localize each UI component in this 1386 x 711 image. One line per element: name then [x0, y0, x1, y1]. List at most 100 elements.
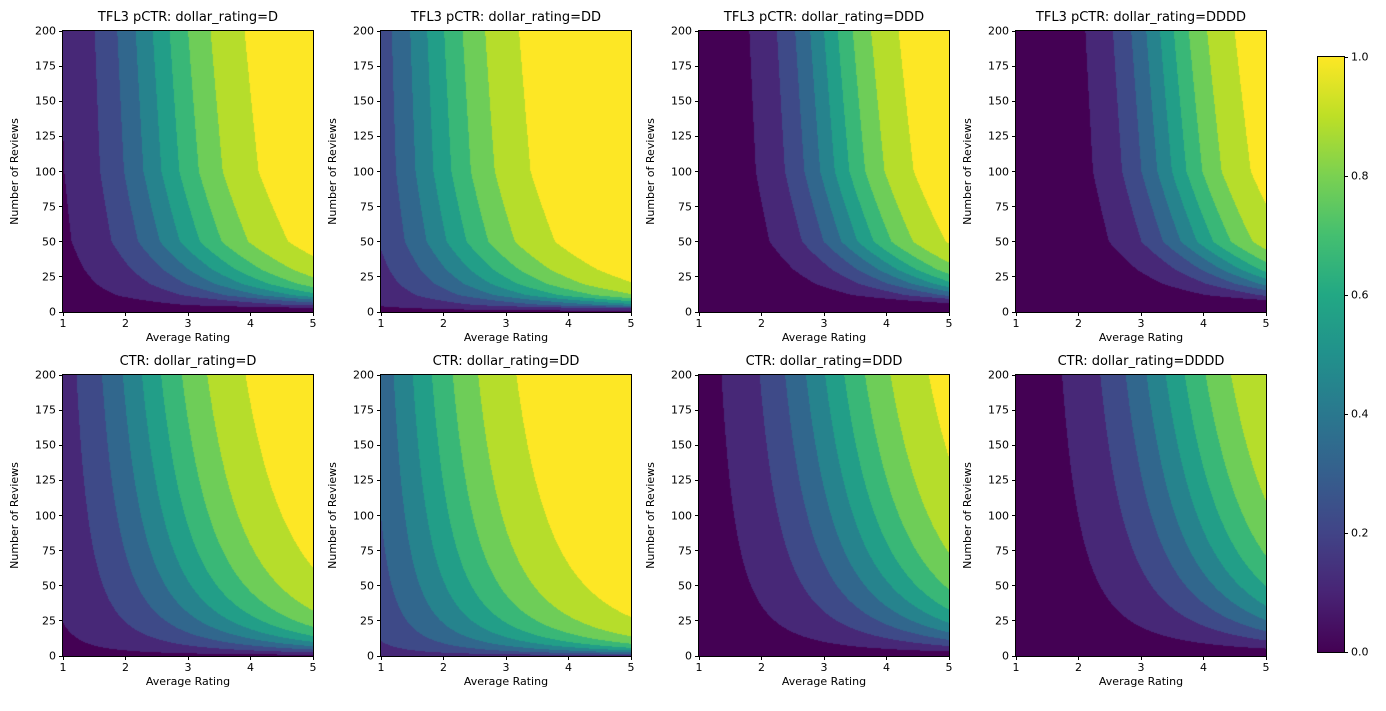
- y-tick-label: 150: [988, 94, 1009, 108]
- x-tick-mark: [1015, 656, 1017, 660]
- x-axis-label: Average Rating: [145, 675, 231, 688]
- x-tick-mark: [312, 312, 314, 316]
- contour-plot-canvas: [63, 31, 313, 312]
- panel-title: CTR: dollar_rating=DD: [432, 354, 580, 369]
- contour-plot-canvas: [699, 375, 949, 656]
- x-tick-label: 2: [1075, 317, 1082, 330]
- contour-plot-canvas: [381, 31, 631, 312]
- y-axis-label: Number of Reviews: [960, 118, 974, 225]
- x-axis-label: Average Rating: [781, 331, 867, 344]
- colorbar-tick-label: 1.0: [1351, 50, 1369, 64]
- x-tick-mark: [62, 312, 64, 316]
- x-tick-mark: [823, 312, 825, 316]
- contour-plot-canvas: [699, 31, 949, 312]
- colorbar-tick-label: 0.8: [1351, 169, 1369, 183]
- y-tick-label: 125: [35, 129, 56, 143]
- x-axis-label: Average Rating: [145, 331, 231, 344]
- y-tick-label: 75: [678, 544, 692, 558]
- x-tick-mark: [443, 312, 444, 316]
- y-axis-label: Number of Reviews: [960, 462, 974, 569]
- y-tick-label: 0: [1002, 305, 1009, 319]
- colorbar-tick-mark: [1344, 56, 1348, 58]
- colorbar-tick-label: 0.6: [1351, 288, 1369, 302]
- y-tick-label: 200: [671, 368, 692, 382]
- x-tick-mark: [1078, 656, 1079, 660]
- x-tick-mark: [761, 656, 762, 660]
- y-tick-label: 75: [995, 200, 1009, 214]
- x-tick-mark: [250, 656, 251, 660]
- y-tick-label: 0: [685, 649, 692, 663]
- y-tick-label: 125: [671, 473, 692, 487]
- colorbar: 0.0 0.2 0.4 0.6 0.8 1.0: [1317, 51, 1369, 659]
- x-tick-mark: [568, 656, 569, 660]
- y-tick-label: 125: [988, 129, 1009, 143]
- y-tick-label: 200: [35, 368, 56, 382]
- panel-title: TFL3 pCTR: dollar_rating=DDDD: [1035, 10, 1247, 25]
- colorbar-tick-mark: [1344, 175, 1348, 177]
- x-tick-label: 3: [184, 317, 192, 330]
- colorbar-gradient: [1318, 57, 1344, 652]
- y-tick-label: 125: [35, 473, 56, 487]
- x-axis-label: Average Rating: [1098, 331, 1184, 344]
- panel-title: CTR: dollar_rating=DDD: [745, 354, 903, 369]
- y-tick-label: 25: [995, 614, 1009, 628]
- contour-panel-ctr-ddd: CTR: dollar_rating=DDD Number of Reviews…: [644, 354, 953, 688]
- x-tick-mark: [443, 656, 444, 660]
- y-tick-label: 175: [353, 59, 374, 73]
- y-tick-label: 50: [42, 235, 56, 249]
- y-tick-label: 75: [360, 200, 374, 214]
- x-tick-mark: [630, 656, 632, 660]
- contour-plot-canvas: [63, 375, 313, 656]
- x-tick-mark: [823, 656, 825, 660]
- y-tick-label: 200: [988, 368, 1009, 382]
- y-tick-label: 75: [360, 544, 374, 558]
- x-tick-mark: [1015, 312, 1017, 316]
- x-tick-label: 1: [1012, 661, 1020, 674]
- contour-panel-tfl3-ddd: TFL3 pCTR: dollar_rating=DDD Number of R…: [644, 10, 953, 344]
- x-tick-label: 2: [758, 661, 765, 674]
- y-tick-label: 150: [35, 94, 56, 108]
- y-tick-label: 100: [35, 165, 56, 178]
- y-tick-label: 75: [995, 544, 1009, 558]
- y-tick-label: 25: [678, 614, 692, 628]
- x-axis-label: Average Rating: [781, 675, 867, 688]
- y-tick-label: 50: [678, 579, 692, 593]
- x-tick-label: 3: [1137, 661, 1145, 674]
- x-tick-label: 4: [247, 317, 254, 330]
- y-tick-label: 75: [678, 200, 692, 214]
- colorbar-tick-label: 0.4: [1351, 407, 1369, 421]
- x-tick-label: 5: [309, 661, 317, 674]
- y-tick-label: 50: [360, 235, 374, 249]
- x-tick-mark: [380, 312, 382, 316]
- y-tick-label: 100: [988, 509, 1009, 522]
- x-tick-label: 5: [627, 661, 635, 674]
- x-tick-mark: [1078, 312, 1079, 316]
- y-tick-label: 25: [360, 270, 374, 284]
- x-tick-label: 5: [309, 317, 317, 330]
- x-tick-label: 4: [883, 317, 890, 330]
- contour-panel-ctr-dd: CTR: dollar_rating=DD Number of Reviews …: [326, 354, 635, 688]
- x-tick-label: 4: [1200, 317, 1207, 330]
- y-tick-label: 150: [35, 438, 56, 452]
- y-tick-label: 0: [1002, 649, 1009, 663]
- x-tick-label: 4: [1200, 661, 1207, 674]
- x-tick-mark: [948, 656, 950, 660]
- x-tick-label: 1: [377, 317, 385, 330]
- y-tick-label: 50: [995, 235, 1009, 249]
- colorbar-tick-mark: [1344, 413, 1348, 415]
- x-tick-mark: [630, 312, 632, 316]
- x-tick-label: 5: [945, 661, 953, 674]
- x-tick-label: 2: [1075, 661, 1082, 674]
- y-tick-label: 25: [42, 614, 56, 628]
- colorbar-tick-mark: [1344, 651, 1348, 653]
- y-tick-label: 50: [995, 579, 1009, 593]
- panel-title: CTR: dollar_rating=DDDD: [1057, 354, 1225, 369]
- x-tick-mark: [886, 312, 887, 316]
- y-tick-label: 175: [988, 59, 1009, 73]
- y-axis-label: Number of Reviews: [325, 118, 339, 225]
- y-tick-label: 150: [671, 94, 692, 108]
- contour-panel-ctr-dddd: CTR: dollar_rating=DDDD Number of Review…: [961, 354, 1270, 688]
- y-axis-label: Number of Reviews: [7, 118, 21, 225]
- x-tick-label: 5: [627, 317, 635, 330]
